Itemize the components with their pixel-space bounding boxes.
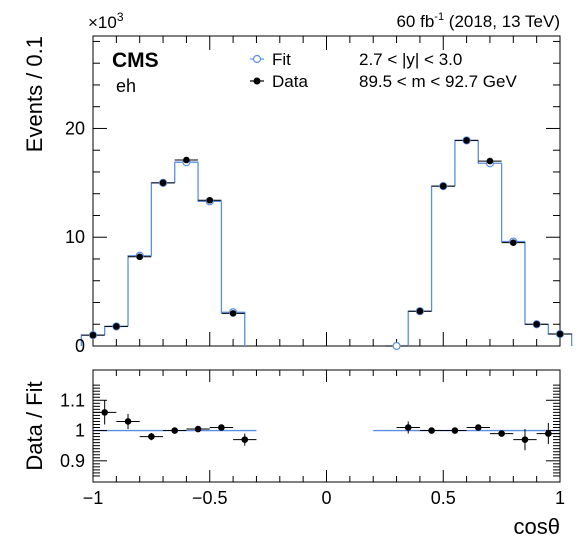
x-tick-label: 1 (555, 488, 565, 508)
ratio-y-tick-label: 1.1 (60, 390, 85, 410)
data-point (533, 320, 540, 328)
data-point (510, 239, 517, 246)
ratio-plot-frame (92, 369, 561, 483)
x-axis-label: cosθ (514, 514, 560, 539)
y-axis-label-ratio: Data / Fit (22, 381, 47, 470)
channel-label: eh (116, 76, 136, 96)
mass-range-label: 89.5 < m < 92.7 GeV (359, 72, 517, 91)
ratio-point (171, 427, 179, 434)
data-point (229, 310, 237, 317)
data-point (113, 323, 120, 330)
ratio-point (148, 433, 155, 440)
data-point (159, 179, 167, 187)
x-tick-label: −1 (83, 488, 104, 508)
x-tick-label: 0 (321, 488, 331, 508)
ratio-y-tick-label: 0.9 (60, 451, 85, 471)
y-axis-label-main: Events / 0.1 (22, 36, 47, 152)
ratio-points (93, 400, 560, 451)
data-point (206, 196, 214, 204)
rapidity-range-label: 2.7 < |y| < 3.0 (359, 50, 462, 69)
legend-fit-label: Fit (272, 50, 291, 69)
ratio-point (545, 430, 552, 437)
luminosity-label: 60 fb-1 (2018, 13 TeV) (396, 11, 560, 31)
data-point (183, 156, 190, 164)
legend: Fit Data (250, 50, 308, 91)
ratio-point (404, 424, 412, 431)
ratio-point (498, 430, 505, 437)
ratio-point (428, 427, 435, 434)
main-axis-ticks: 0 10 20 (65, 36, 561, 356)
ratio-point (218, 424, 225, 431)
ratio-point (241, 436, 249, 443)
ratio-point (124, 418, 132, 425)
experiment-label: CMS (112, 49, 159, 72)
data-point (463, 137, 470, 144)
data-point (439, 182, 447, 190)
fit-point (392, 341, 401, 351)
legend-data: Data (250, 72, 308, 91)
y-tick-label: 0 (75, 336, 85, 356)
data-point (556, 330, 564, 338)
ratio-point (521, 436, 529, 443)
ratio-point (101, 409, 108, 416)
legend-fit: Fit (250, 50, 291, 69)
ratio-point (474, 424, 482, 431)
fit-step-line (80, 139, 573, 347)
ratio-point (194, 425, 202, 433)
ratio-axis-ticks: 0.9 1 1.1 −1 −0.5 0 0.5 1 (60, 370, 565, 508)
x-tick-label: 0.5 (431, 488, 456, 508)
y-tick-label: 20 (65, 118, 85, 138)
ratio-y-tick-label: 1 (75, 421, 85, 441)
ratio-point (451, 427, 459, 434)
data-point (136, 253, 143, 261)
data-point (486, 157, 494, 165)
y-tick-label: 10 (65, 227, 85, 247)
legend-fit-marker (252, 54, 262, 64)
y-multiplier: ×103 (88, 10, 124, 32)
fit-histogram (80, 139, 573, 347)
data-points (81, 136, 572, 351)
data-point (89, 331, 97, 339)
legend-data-marker (253, 77, 261, 85)
legend-data-label: Data (272, 72, 308, 91)
x-tick-label: −0.5 (192, 488, 228, 508)
data-point (416, 307, 424, 315)
